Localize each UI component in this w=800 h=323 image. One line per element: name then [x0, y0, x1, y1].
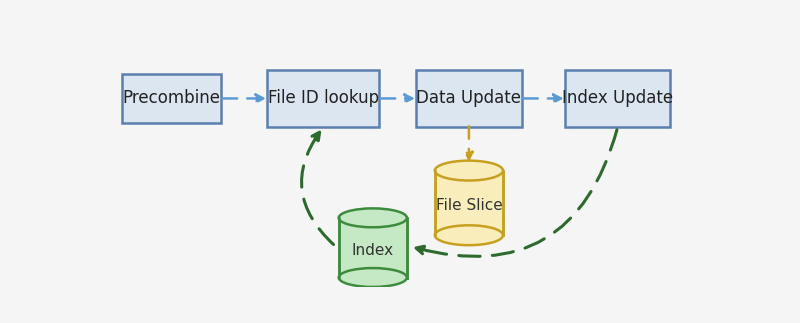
Bar: [338, 218, 407, 277]
FancyArrowPatch shape: [302, 132, 334, 245]
FancyBboxPatch shape: [565, 70, 670, 127]
FancyBboxPatch shape: [416, 70, 522, 127]
FancyArrowPatch shape: [416, 130, 617, 256]
FancyBboxPatch shape: [267, 70, 379, 127]
Text: Index: Index: [352, 243, 394, 258]
Text: Precombine: Precombine: [122, 89, 220, 108]
Text: Data Update: Data Update: [416, 89, 522, 108]
Ellipse shape: [435, 161, 503, 181]
Text: File ID lookup: File ID lookup: [268, 89, 378, 108]
FancyBboxPatch shape: [122, 74, 221, 123]
Ellipse shape: [338, 268, 407, 287]
Ellipse shape: [338, 208, 407, 227]
Ellipse shape: [435, 225, 503, 245]
Text: Index Update: Index Update: [562, 89, 674, 108]
Bar: [435, 171, 503, 235]
Text: File Slice: File Slice: [435, 198, 502, 213]
